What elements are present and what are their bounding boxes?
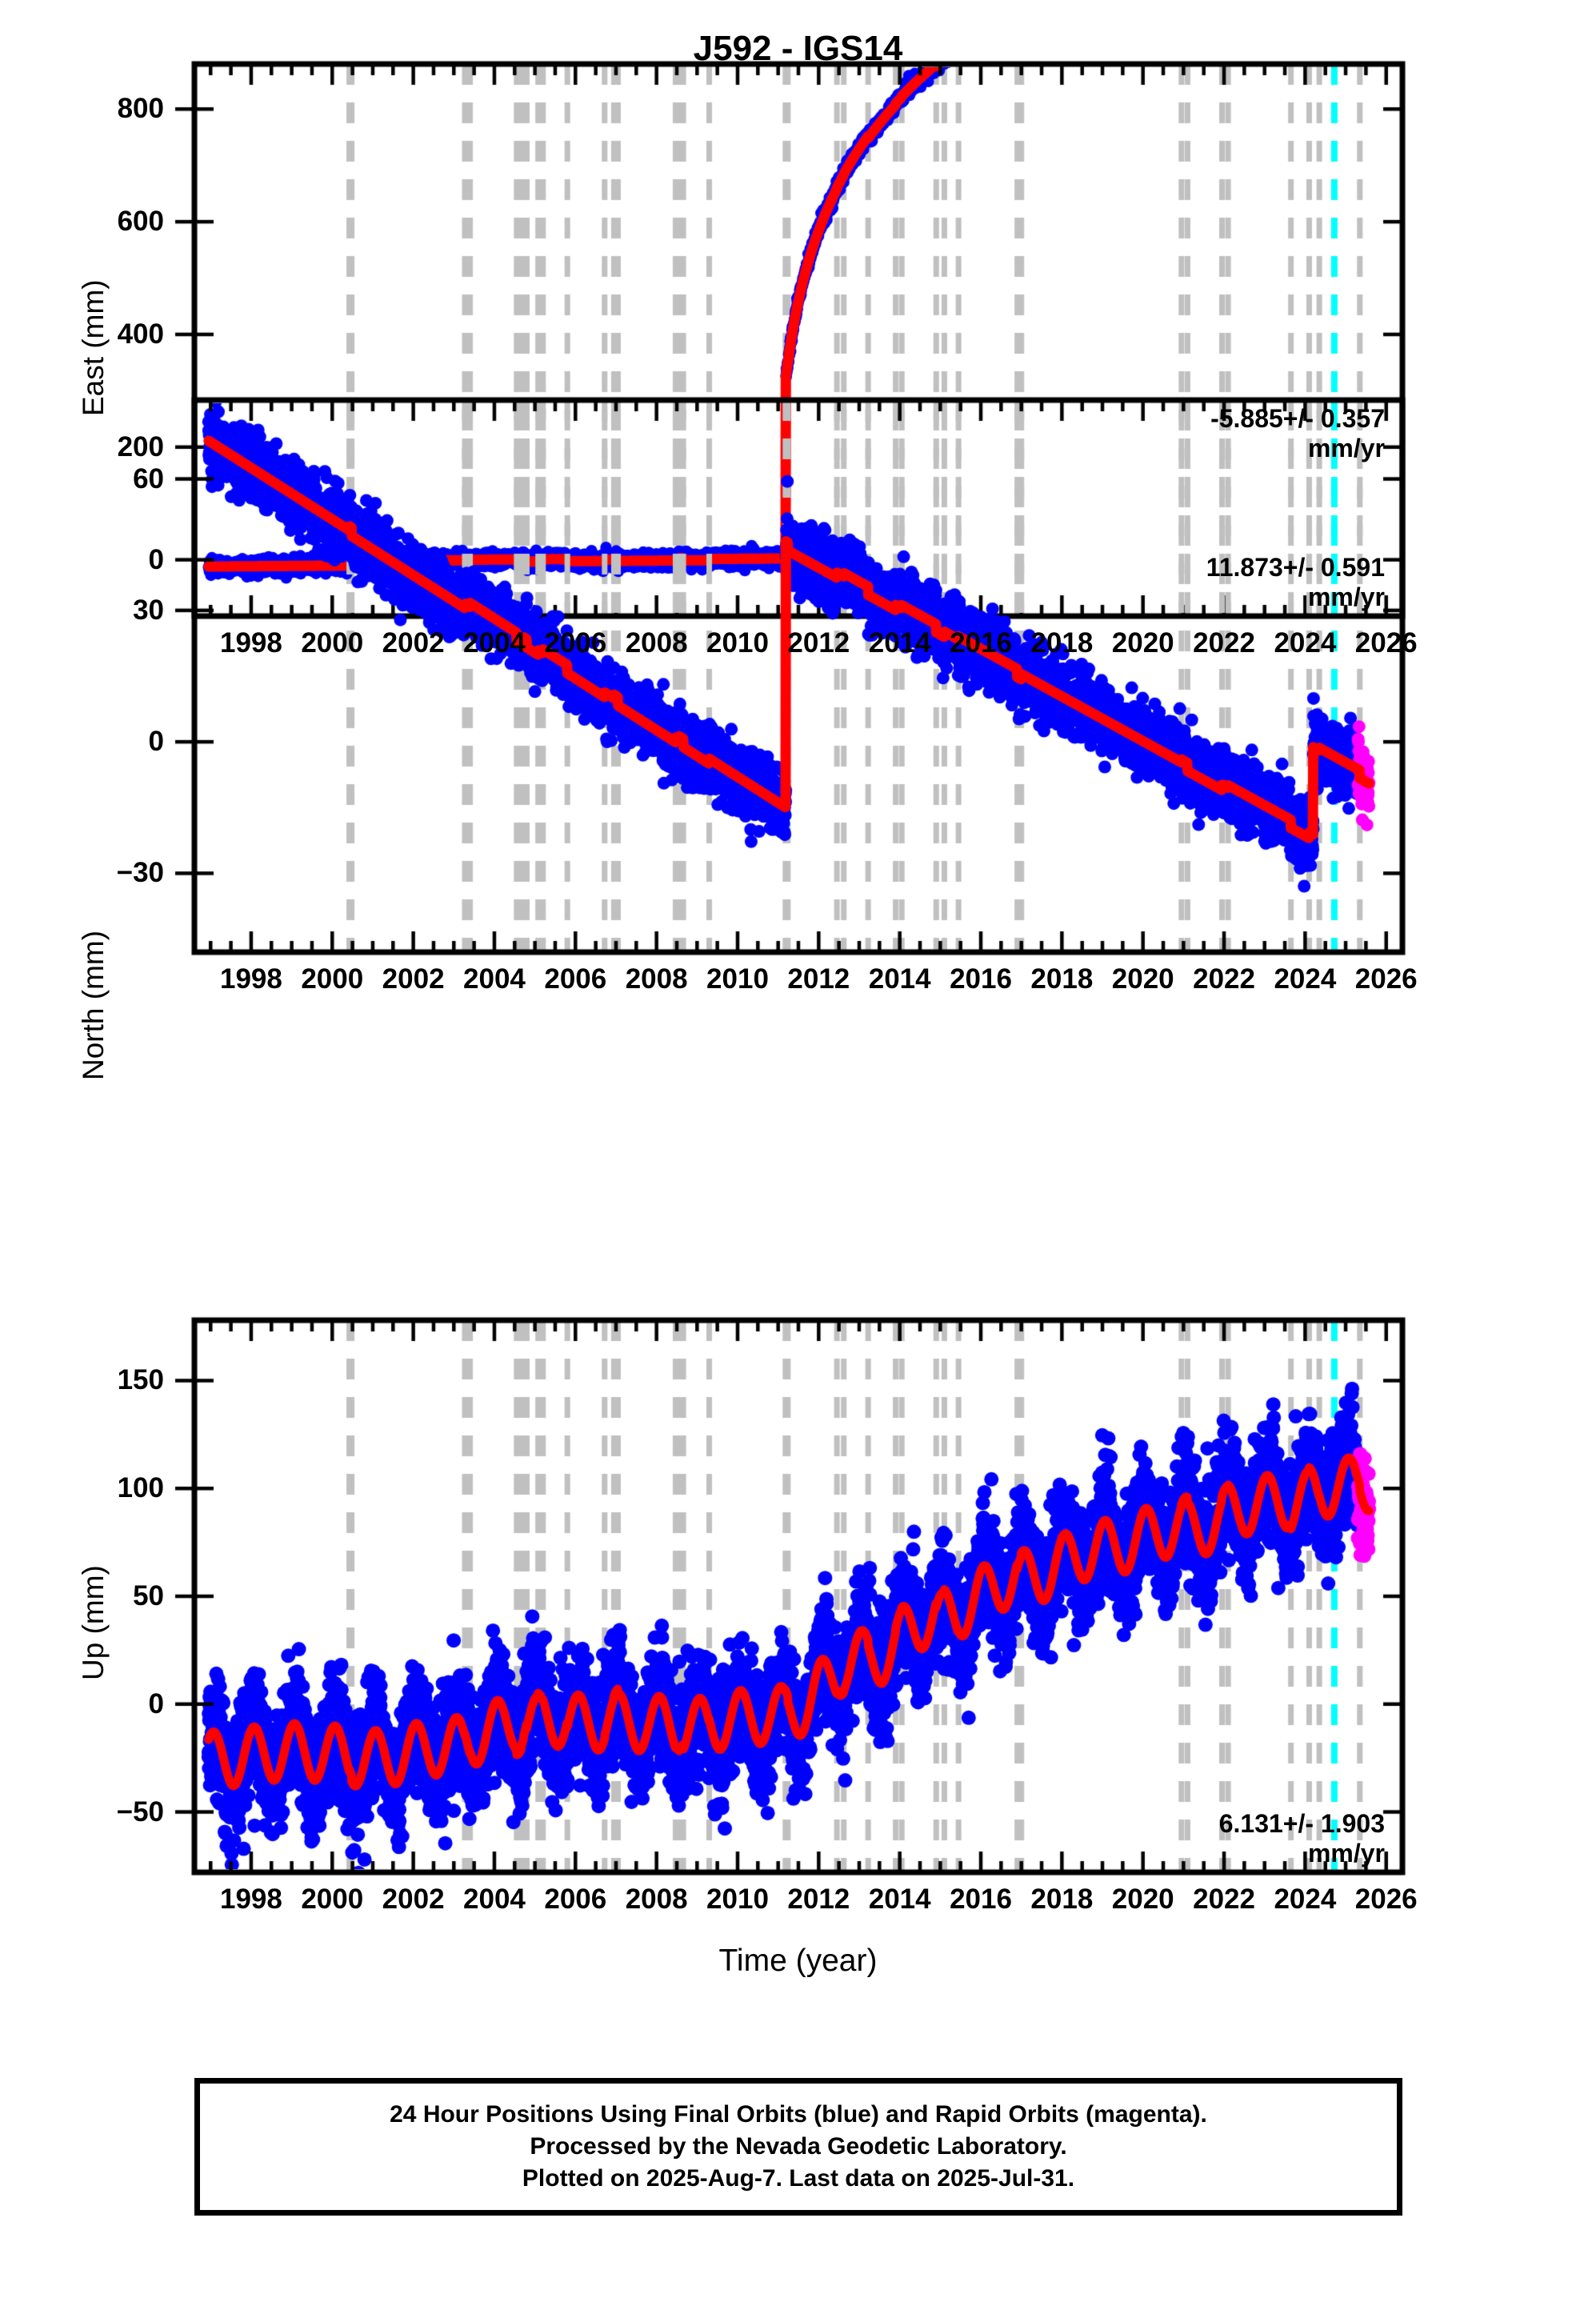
north-ytick-label: −30	[116, 857, 164, 889]
up-xtick-label: 2010	[706, 1884, 769, 1915]
caption-box: 24 Hour Positions Using Final Orbits (bl…	[194, 2078, 1402, 2216]
up-ytick-label: 0	[148, 1687, 164, 1719]
north-xtick-label: 2022	[1193, 963, 1255, 995]
north-rate-annotation: -5.885+/- 0.357 mm/yr	[1210, 404, 1385, 462]
east-xtick-label: 2008	[625, 627, 688, 659]
east-xtick-label: 2022	[1193, 627, 1255, 659]
up-xtick-label: 2016	[950, 1884, 1012, 1915]
up-xtick-label: 2004	[463, 1884, 526, 1915]
east-rate-annotation: 11.873+/- 0.591 mm/yr	[1206, 553, 1385, 611]
east-xtick-label: 2020	[1111, 627, 1174, 659]
north-xtick-label: 2020	[1111, 963, 1174, 995]
north-xtick-label: 2002	[382, 963, 445, 995]
north-xtick-label: 2008	[625, 963, 688, 995]
east-xtick-label: 2010	[706, 627, 769, 659]
page-title: J592 - IGS14	[693, 29, 903, 68]
east-xtick-label: 2006	[544, 627, 607, 659]
north-xtick-label: 2016	[950, 963, 1012, 995]
up-rate-annotation: 6.131+/- 1.903 mm/yr	[1218, 1809, 1385, 1868]
east-xtick-label: 2012	[787, 627, 850, 659]
east-xtick-label: 2002	[382, 627, 445, 659]
up-xtick-label: 1998	[220, 1884, 282, 1915]
north-xtick-label: 2006	[544, 963, 607, 995]
up-xtick-label: 2006	[544, 1884, 607, 1915]
east-xtick-label: 2014	[868, 627, 931, 659]
caption-line-1: 24 Hour Positions Using Final Orbits (bl…	[390, 2100, 1207, 2128]
north-axis-label: North (mm)	[77, 930, 110, 1080]
up-xtick-label: 2014	[868, 1884, 931, 1915]
east-xtick-label: 2000	[301, 627, 364, 659]
east-ytick-label: 600	[117, 206, 164, 238]
east-xtick-label: 2016	[950, 627, 1012, 659]
north-xtick-label: 2024	[1274, 963, 1337, 995]
north-xtick-label: 2000	[301, 963, 364, 995]
east-xtick-label: 2024	[1274, 627, 1337, 659]
up-xtick-label: 2024	[1274, 1884, 1337, 1915]
up-xtick-label: 2018	[1030, 1884, 1094, 1915]
north-xtick-label: 2010	[706, 963, 769, 995]
east-xtick-label: 2026	[1354, 627, 1418, 659]
east-ytick-label: 800	[117, 93, 164, 125]
up-ytick-label: 100	[117, 1472, 164, 1504]
east-xtick-label: 2004	[463, 627, 526, 659]
up-xtick-label: 2000	[301, 1884, 364, 1915]
east-xtick-label: 1998	[220, 627, 282, 659]
north-ytick-label: 0	[148, 726, 164, 758]
up-ytick-label: 50	[133, 1580, 164, 1611]
east-ytick-label: 200	[117, 430, 164, 462]
up-ytick-label: −50	[116, 1796, 164, 1828]
up-xtick-label: 2012	[787, 1884, 850, 1915]
caption-line-3: Plotted on 2025-Aug-7. Last data on 2025…	[522, 2165, 1075, 2192]
north-xtick-label: 1998	[220, 963, 282, 995]
north-xtick-label: 2018	[1030, 963, 1094, 995]
north-ytick-label: 60	[133, 462, 164, 494]
north-ytick-label: 30	[133, 594, 164, 626]
up-xtick-label: 2020	[1111, 1884, 1174, 1915]
up-ytick-label: 150	[117, 1364, 164, 1396]
up-xtick-label: 2026	[1354, 1884, 1418, 1915]
caption-line-2: Processed by the Nevada Geodetic Laborat…	[530, 2132, 1067, 2160]
east-ytick-label: 400	[117, 318, 164, 350]
north-xtick-label: 2014	[868, 963, 931, 995]
up-xtick-label: 2008	[625, 1884, 688, 1915]
up-xtick-label: 2022	[1193, 1884, 1255, 1915]
east-ytick-label: 0	[148, 543, 164, 575]
north-xtick-label: 2004	[463, 963, 526, 995]
up-xtick-label: 2002	[382, 1884, 445, 1915]
x-axis-label: Time (year)	[718, 1944, 878, 1978]
north-xtick-label: 2026	[1354, 963, 1418, 995]
north-xtick-label: 2012	[787, 963, 850, 995]
east-xtick-label: 2018	[1030, 627, 1094, 659]
